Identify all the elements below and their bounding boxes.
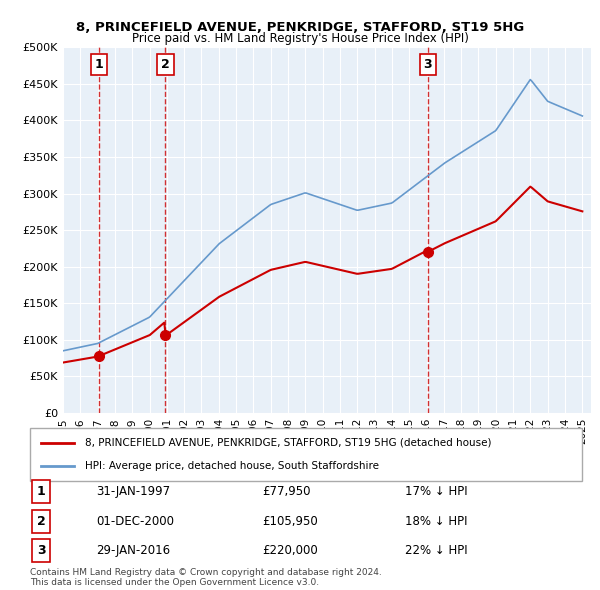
Text: 31-JAN-1997: 31-JAN-1997 <box>96 486 170 499</box>
Text: 3: 3 <box>424 58 432 71</box>
Text: Price paid vs. HM Land Registry's House Price Index (HPI): Price paid vs. HM Land Registry's House … <box>131 32 469 45</box>
Text: Contains HM Land Registry data © Crown copyright and database right 2024.
This d: Contains HM Land Registry data © Crown c… <box>30 568 382 587</box>
Text: 3: 3 <box>37 544 46 557</box>
Text: 8, PRINCEFIELD AVENUE, PENKRIDGE, STAFFORD, ST19 5HG: 8, PRINCEFIELD AVENUE, PENKRIDGE, STAFFO… <box>76 21 524 34</box>
Text: 01-DEC-2000: 01-DEC-2000 <box>96 514 174 527</box>
Text: 29-JAN-2016: 29-JAN-2016 <box>96 544 170 557</box>
Text: 1: 1 <box>95 58 103 71</box>
Text: 2: 2 <box>161 58 170 71</box>
Text: £105,950: £105,950 <box>262 514 317 527</box>
FancyBboxPatch shape <box>30 428 582 481</box>
Text: HPI: Average price, detached house, South Staffordshire: HPI: Average price, detached house, Sout… <box>85 461 379 471</box>
Text: 22% ↓ HPI: 22% ↓ HPI <box>406 544 468 557</box>
Text: £77,950: £77,950 <box>262 486 310 499</box>
Text: 18% ↓ HPI: 18% ↓ HPI <box>406 514 468 527</box>
Text: 2: 2 <box>37 514 46 527</box>
Text: £220,000: £220,000 <box>262 544 317 557</box>
Text: 17% ↓ HPI: 17% ↓ HPI <box>406 486 468 499</box>
Text: 8, PRINCEFIELD AVENUE, PENKRIDGE, STAFFORD, ST19 5HG (detached house): 8, PRINCEFIELD AVENUE, PENKRIDGE, STAFFO… <box>85 438 492 448</box>
Text: 1: 1 <box>37 486 46 499</box>
